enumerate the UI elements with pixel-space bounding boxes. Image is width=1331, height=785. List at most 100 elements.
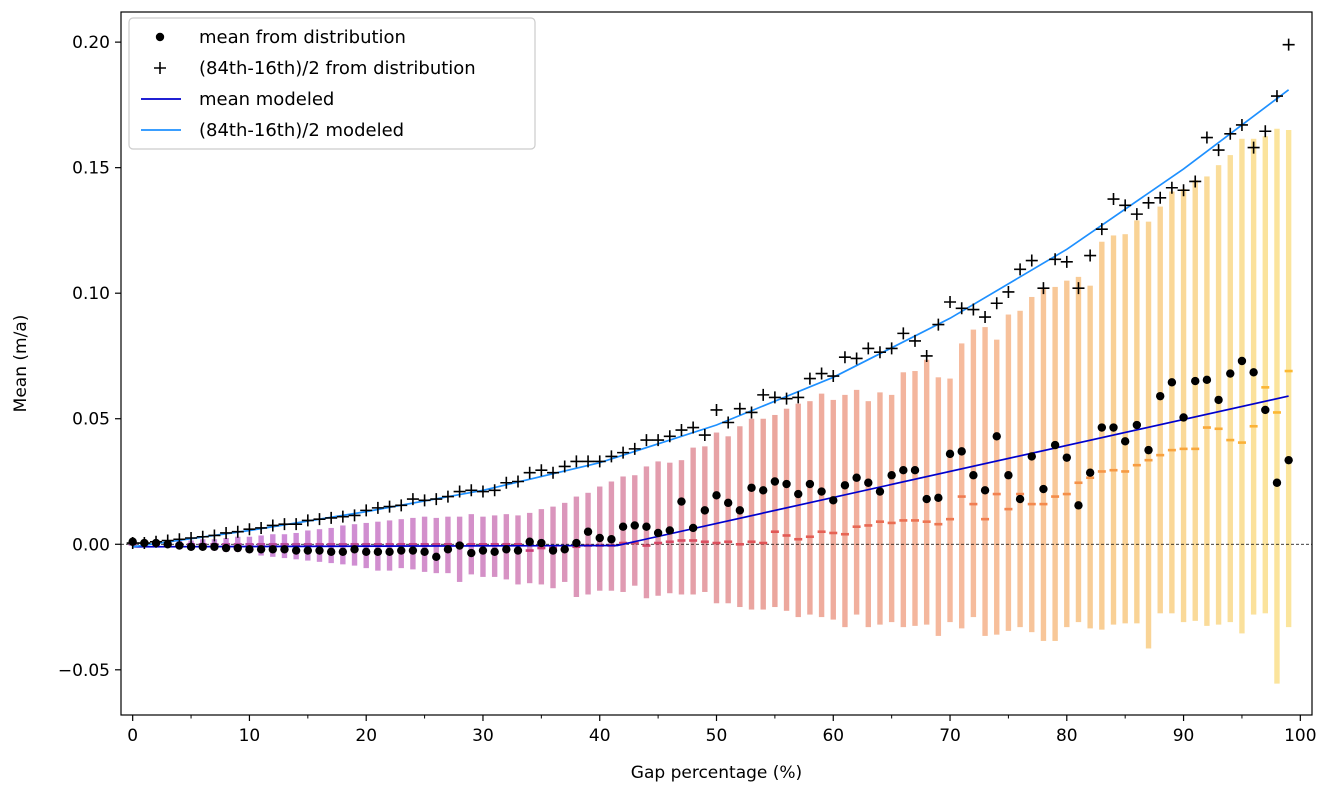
spread-point <box>1037 282 1050 295</box>
spread-point <box>500 476 513 489</box>
range-bar <box>1215 165 1222 625</box>
mean-modeled-line <box>132 395 1289 548</box>
mean-point <box>712 491 721 500</box>
mean-point <box>1272 478 1282 487</box>
mean-point <box>432 552 441 562</box>
mean-point <box>303 546 313 555</box>
mean-point <box>560 545 569 554</box>
spread-point <box>628 442 641 455</box>
spread-point <box>745 406 758 419</box>
range-bar <box>562 502 568 582</box>
spread-point <box>652 434 665 447</box>
spread-point <box>990 297 1003 310</box>
x-tick-label: 80 <box>1056 726 1078 746</box>
range-bars-layer <box>129 128 1292 684</box>
mean-point <box>770 477 780 486</box>
mean-point <box>268 545 277 554</box>
spread-point <box>1095 223 1108 236</box>
mean-point <box>887 471 896 480</box>
mean-point <box>677 497 686 506</box>
mean-point <box>210 542 219 551</box>
mean-point <box>1284 455 1293 465</box>
mean-point <box>338 547 348 557</box>
spread-point <box>1107 193 1120 206</box>
range-bar <box>1040 288 1047 641</box>
mean-point <box>1050 440 1060 450</box>
spread-point <box>733 402 746 415</box>
legend-marker-plus <box>154 62 166 74</box>
mean-point <box>1202 375 1212 385</box>
range-bar <box>632 475 638 586</box>
mean-point <box>1226 369 1235 378</box>
mean-point <box>1097 423 1107 432</box>
range-bar <box>1157 206 1163 614</box>
spread-point <box>1142 196 1155 209</box>
mean-point <box>1156 391 1165 401</box>
y-tick-label: 0.10 <box>72 284 110 304</box>
range-bar <box>865 401 871 628</box>
spread-point <box>1224 127 1237 140</box>
mean-point <box>1062 453 1071 462</box>
range-bar <box>585 492 591 595</box>
mean-point <box>140 538 149 548</box>
x-tick-label: 30 <box>472 726 494 746</box>
mean-point <box>1120 437 1130 446</box>
range-bar <box>1052 286 1058 641</box>
spread-point <box>757 388 770 401</box>
mean-point <box>969 471 978 480</box>
range-bar <box>760 418 766 610</box>
spread-point <box>1200 131 1213 144</box>
mean-point <box>1015 494 1025 504</box>
spread-point <box>1072 282 1085 295</box>
spread-point <box>675 424 688 437</box>
range-bar <box>900 372 907 628</box>
range-bar <box>947 378 953 623</box>
mean-point <box>583 527 593 536</box>
spread-point <box>196 530 209 543</box>
range-bar <box>818 393 825 618</box>
mean-point <box>735 506 745 515</box>
mean-point <box>513 546 523 555</box>
spread-point <box>360 504 373 517</box>
range-bar <box>713 432 720 604</box>
range-bar <box>1239 138 1245 634</box>
range-bar <box>737 426 743 608</box>
spread-point <box>406 493 419 506</box>
mean-point <box>688 523 698 533</box>
mean-point <box>408 546 418 555</box>
spread-point <box>1212 144 1225 157</box>
spread-point <box>336 510 349 523</box>
mean-point <box>385 547 394 557</box>
mean-point <box>537 538 546 548</box>
spread-point <box>512 475 524 488</box>
y-axis-label: Mean (m/a) <box>11 315 31 413</box>
spread-point <box>1025 254 1038 267</box>
mean-point <box>1039 484 1048 494</box>
spread-point <box>803 372 816 385</box>
spread-point <box>208 529 221 542</box>
mean-point <box>957 447 966 456</box>
median-ticks-layer <box>128 369 1293 552</box>
spread-point <box>313 513 326 526</box>
spread-point <box>663 430 676 443</box>
mean-point <box>1109 423 1118 432</box>
spread-point <box>698 429 711 442</box>
mean-point <box>151 538 161 548</box>
spread-point <box>1084 249 1097 262</box>
spread-point <box>1282 38 1295 51</box>
mean-point <box>315 546 324 555</box>
mean-point <box>759 486 768 495</box>
mean-point <box>653 528 663 538</box>
spread-point <box>780 392 793 405</box>
range-bar <box>748 418 755 610</box>
range-bar <box>643 466 650 599</box>
spread-point <box>897 327 910 340</box>
mean-point <box>1261 405 1270 415</box>
spread-point <box>290 518 303 531</box>
spread-point <box>301 514 314 527</box>
mean-point <box>1004 471 1013 480</box>
mean-point <box>910 466 920 475</box>
range-bar <box>1285 130 1292 628</box>
mean-point <box>840 481 850 490</box>
